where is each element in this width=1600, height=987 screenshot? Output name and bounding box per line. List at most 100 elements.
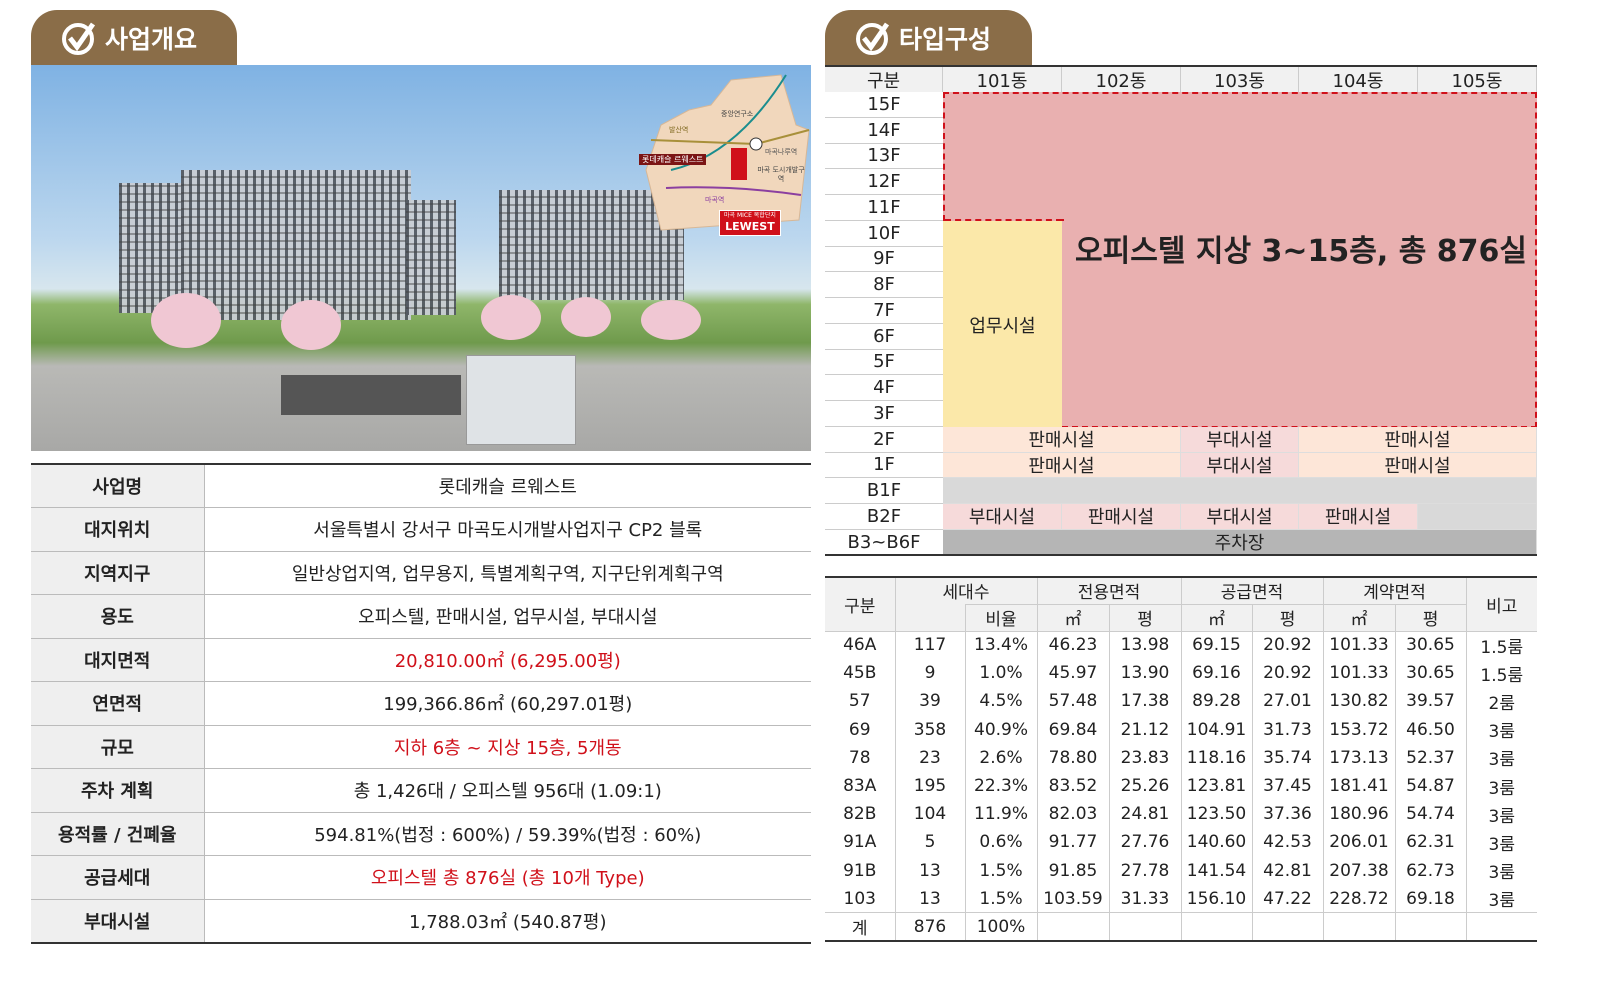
col-header: 공급면적	[1180, 576, 1324, 605]
unit-cell: 100%	[964, 912, 1038, 942]
unit-cell	[1394, 912, 1467, 942]
unit-cell: 195	[894, 771, 966, 801]
overview-value: 일반상업지역, 업무용지, 특별계획구역, 지구단위계획구역	[204, 551, 811, 595]
unit-cell: 3룸	[1465, 743, 1538, 772]
overview-value: 199,366.86㎡ (60,297.01평)	[204, 681, 811, 726]
unit-cell: 17.38	[1108, 687, 1182, 716]
overview-label: 용도	[31, 594, 205, 639]
floor-label: 10F	[825, 221, 943, 247]
floor-label: 5F	[825, 350, 943, 376]
unit-cell	[1465, 912, 1538, 942]
unit-cell: 9	[894, 659, 966, 688]
col-subheader: 평	[1251, 603, 1324, 632]
map-district-label: 마곡 도시개발구역	[757, 166, 805, 183]
overview-table: 사업명 롯데캐슬 르웨스트 대지위치 서울특별시 강서구 마곡도시개발사업지구 CP2…	[31, 463, 811, 944]
overview-label: 공급세대	[31, 855, 205, 900]
unit-row: 69 358 40.9% 69.84 21.12 104.91 31.73 153.72 46.…	[825, 715, 1538, 744]
unit-cell: 104	[894, 800, 966, 829]
overview-value: 롯데캐슬 르웨스트	[204, 464, 811, 508]
unit-cell: 11.9%	[964, 800, 1038, 829]
unit-cell: 62.31	[1394, 828, 1467, 857]
unit-cell: 123.50	[1180, 800, 1253, 829]
unit-cell: 876	[894, 912, 966, 942]
floor-label: 1F	[825, 453, 943, 479]
unit-row: 46A 117 13.4% 46.23 13.98 69.15 20.92 101.33 30.…	[825, 631, 1538, 660]
retail-block: 판매시설	[1299, 426, 1537, 453]
unit-row: 78 23 2.6% 78.80 23.83 118.16 35.74 173.13 52.37…	[825, 743, 1538, 772]
unit-cell: 25.26	[1108, 771, 1182, 801]
floor-label: 6F	[825, 324, 943, 350]
unit-cell: 181.41	[1322, 771, 1396, 801]
unit-cell: 54.87	[1394, 771, 1467, 801]
unit-cell: 52.37	[1394, 743, 1467, 772]
floor-label: 12F	[825, 169, 943, 195]
unit-row: 57 39 4.5% 57.48 17.38 89.28 27.01 130.82 39.57 2…	[825, 687, 1538, 716]
unit-cell: 27.76	[1108, 828, 1182, 857]
basement-b1-block	[943, 478, 1537, 504]
unit-cell: 3룸	[1465, 884, 1538, 913]
overview-row: 부대시설 1,788.03㎡ (540.87평)	[31, 899, 811, 943]
unit-cell: 39.57	[1394, 687, 1467, 716]
grid-header-cell: 103동	[1181, 67, 1299, 92]
unit-cell: 130.82	[1322, 687, 1396, 716]
unit-cell: 69.15	[1180, 631, 1253, 660]
unit-row: 82B 104 11.9% 82.03 24.81 123.50 37.36 180.96 54…	[825, 800, 1538, 829]
col-header: 계약면적	[1322, 576, 1467, 605]
unit-cell: 23	[894, 743, 966, 772]
unit-cell: 228.72	[1322, 884, 1396, 913]
overview-row: 용적률 / 건폐율 594.81%(법정 : 600%) / 59.39%(법정 …	[31, 812, 811, 856]
map-area-label: 중앙연구소	[721, 110, 754, 118]
unit-cell: 42.53	[1251, 828, 1324, 857]
unit-cell: 358	[894, 715, 966, 744]
unit-cell: 82B	[825, 800, 896, 829]
unit-cell: 13.4%	[964, 631, 1038, 660]
parking-block: 주차장	[943, 529, 1537, 556]
col-header: 세대수	[894, 576, 1038, 604]
floor-label: B2F	[825, 504, 943, 530]
overview-row: 공급세대 오피스텔 총 876실 (총 10개 Type)	[31, 855, 811, 900]
overview-label: 용적률 / 건폐율	[31, 812, 205, 856]
aux-block: 부대시설	[1181, 426, 1299, 453]
overview-row: 연면적 199,366.86㎡ (60,297.01평)	[31, 681, 811, 726]
unit-cell: 46.50	[1394, 715, 1467, 744]
unit-cell: 83A	[825, 771, 896, 801]
unit-cell: 20.92	[1251, 659, 1324, 688]
unit-cell: 37.36	[1251, 800, 1324, 829]
grid-header-cell: 구분	[825, 67, 943, 92]
overview-title: 사업개요	[105, 25, 198, 54]
overview-value: 총 1,426대 / 오피스텔 956대 (1.09:1)	[204, 768, 811, 813]
unit-cell	[1108, 912, 1182, 942]
check-circle-icon	[856, 22, 890, 55]
unit-cell: 57.48	[1036, 687, 1110, 716]
unit-cell: 173.13	[1322, 743, 1396, 772]
unit-cell: 30.65	[1394, 659, 1467, 688]
unit-cell: 31.33	[1108, 884, 1182, 913]
lewest-badge: 마곡 MICE 복합단지 LEWEST	[719, 210, 781, 236]
aux-block: 부대시설	[1181, 504, 1299, 530]
unit-cell: 117	[894, 631, 966, 660]
unit-row: 103 13 1.5% 103.59 31.33 156.10 47.22 228.72 69.…	[825, 884, 1538, 913]
retail-block: 판매시설	[1299, 504, 1418, 530]
map-station-1: 발산역	[669, 126, 689, 134]
floor-label: 7F	[825, 298, 943, 324]
col-header: 비고	[1465, 576, 1538, 632]
unit-cell: 46A	[825, 631, 896, 660]
unit-cell: 91B	[825, 856, 896, 885]
unit-row: 91B 13 1.5% 91.85 27.78 141.54 42.81 207.38 62.7…	[825, 856, 1538, 885]
unit-cell: 30.65	[1394, 631, 1467, 660]
aux-block: 부대시설	[1181, 452, 1299, 479]
unit-cell: 82.03	[1036, 800, 1110, 829]
floor-label: B3~B6F	[825, 530, 943, 556]
unit-cell: 1.5룸	[1465, 631, 1538, 660]
map-station-3: 마곡역	[705, 196, 725, 204]
unit-cell: 47.22	[1251, 884, 1324, 913]
unit-cell: 13.90	[1108, 659, 1182, 688]
location-map: 발산역 중앙연구소 마곡나루역 롯데캐슬 르웨스트 마곡 도시개발구역 마곡역 …	[639, 70, 811, 240]
unit-cell	[1251, 912, 1324, 942]
col-subheader: ㎡	[1036, 603, 1110, 632]
overview-row: 사업명 롯데캐슬 르웨스트	[31, 464, 811, 508]
unit-cell: 153.72	[1322, 715, 1396, 744]
overview-value: 594.81%(법정 : 600%) / 59.39%(법정 : 60%)	[204, 812, 811, 856]
unit-cell	[1180, 912, 1253, 942]
col-subheader: 비율	[964, 603, 1038, 632]
